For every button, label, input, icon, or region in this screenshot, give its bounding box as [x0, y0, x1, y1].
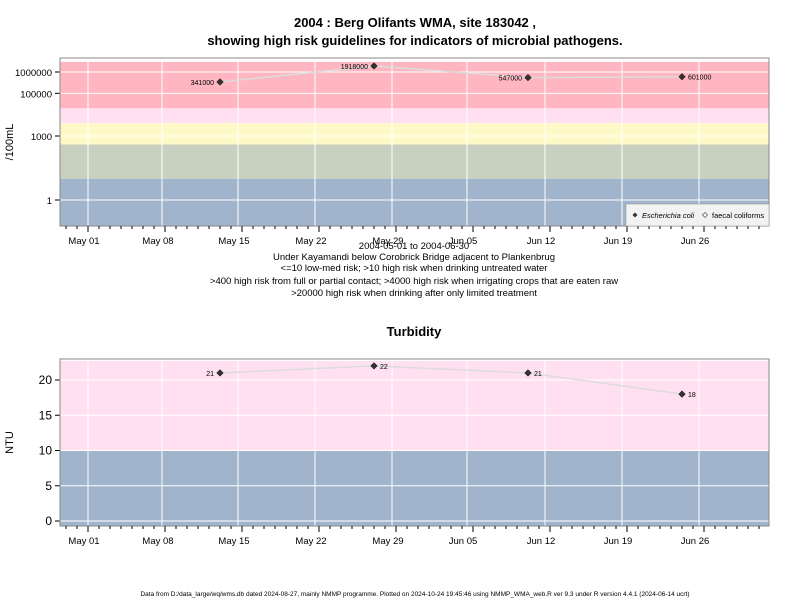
y-tick-label-1-2: 1000 — [31, 132, 52, 143]
x-tick-label-1-7: Jun 12 — [527, 236, 556, 247]
data-point-2-2 — [370, 362, 378, 370]
data-point-1-4 — [678, 73, 686, 81]
x-tick-label-2-9: Jun 26 — [681, 536, 710, 547]
data-label-1-1: 341000 — [191, 80, 214, 87]
data-point-1-2 — [370, 62, 378, 70]
data-label-2-2: 22 — [380, 364, 388, 371]
data-label-1-4: 601000 — [688, 75, 711, 82]
title-line-1: 2004 : Berg Olifants WMA, site 183042 , — [294, 15, 536, 30]
x-tick-label-2-2: May 08 — [142, 536, 173, 547]
x-tick-label-1-4: May 22 — [295, 236, 326, 247]
x-tick-label-2-6: Jun 05 — [449, 536, 478, 547]
y-tick-label-2-5: 20 — [39, 373, 53, 387]
subtitle-line-2: Under Kayamandi below Corobrick Bridge a… — [273, 252, 555, 263]
plot-frame-1 — [59, 57, 770, 227]
x-tick-label-2-4: May 22 — [295, 536, 326, 547]
subtitle-line-4: >400 high risk from full or partial cont… — [210, 276, 618, 287]
legend-label-faecal: faecal coliforms — [712, 211, 764, 220]
x-tick-label-2-1: May 01 — [68, 536, 99, 547]
title-line-2: showing high risk guidelines for indicat… — [207, 33, 622, 48]
y-tick-label-1-3: 100000 — [20, 89, 52, 100]
risk-band-2-2 — [60, 360, 769, 451]
y-tick-label-2-1: 0 — [45, 514, 52, 528]
x-tick-label-2-7: Jun 12 — [527, 536, 556, 547]
x-tick-label-2-8: Jun 19 — [604, 536, 633, 547]
data-point-2-4 — [678, 390, 686, 398]
legend-marker-ecoli — [632, 212, 638, 218]
risk-band-1-4 — [60, 108, 769, 124]
data-label-1-2: 1918000 — [341, 64, 368, 71]
risk-band-2-1 — [60, 450, 769, 526]
turbidity-title: Turbidity — [387, 324, 442, 339]
x-tick-label-1-1: May 01 — [68, 236, 99, 247]
y-tick-label-2-4: 15 — [39, 408, 53, 422]
risk-band-1-2 — [60, 144, 769, 179]
x-tick-label-1-6: Jun 05 — [449, 236, 478, 247]
legend-marker-faecal — [702, 212, 708, 218]
y-tick-label-2-2: 5 — [45, 479, 52, 493]
x-tick-label-1-3: May 15 — [218, 236, 249, 247]
data-label-1-3: 547000 — [499, 76, 522, 83]
x-tick-label-1-8: Jun 19 — [604, 236, 633, 247]
data-point-1-1 — [216, 78, 224, 86]
x-tick-label-1-5: May 29 — [372, 236, 403, 247]
x-tick-label-1-9: Jun 26 — [681, 236, 710, 247]
data-label-2-1: 21 — [206, 371, 214, 378]
data-point-2-1 — [216, 369, 224, 377]
subtitle-line-1: 2004-05-01 to 2004-06-30 — [359, 241, 469, 252]
data-point-1-3 — [524, 73, 532, 82]
data-label-2-3: 21 — [534, 371, 542, 378]
footer-note: Data from D:/data_large/wq/wms.db dated … — [140, 591, 689, 598]
legend-label-ecoli: Escherichia coli — [642, 211, 694, 220]
series-line-1-1 — [219, 65, 683, 83]
y-tick-label-1-4: 1000000 — [15, 68, 52, 79]
y-axis-label-1: /100mL — [4, 124, 16, 161]
x-tick-label-2-3: May 15 — [218, 536, 249, 547]
x-tick-label-1-2: May 08 — [142, 236, 173, 247]
x-tick-label-2-5: May 29 — [372, 536, 403, 547]
risk-band-1-3 — [60, 123, 769, 145]
subtitle-line-5: >20000 high risk when drinking after onl… — [291, 288, 537, 299]
y-tick-label-2-3: 10 — [39, 444, 53, 458]
plot-frame-2 — [59, 358, 770, 527]
data-label-2-4: 18 — [688, 392, 696, 399]
y-axis-label-2: NTU — [4, 431, 16, 454]
data-point-2-3 — [524, 369, 532, 377]
legend-box — [625, 203, 770, 227]
y-tick-label-1-1: 1 — [47, 196, 52, 207]
subtitle-line-3: <=10 low-med risk; >10 high risk when dr… — [281, 263, 548, 274]
series-line-2-1 — [219, 365, 683, 395]
